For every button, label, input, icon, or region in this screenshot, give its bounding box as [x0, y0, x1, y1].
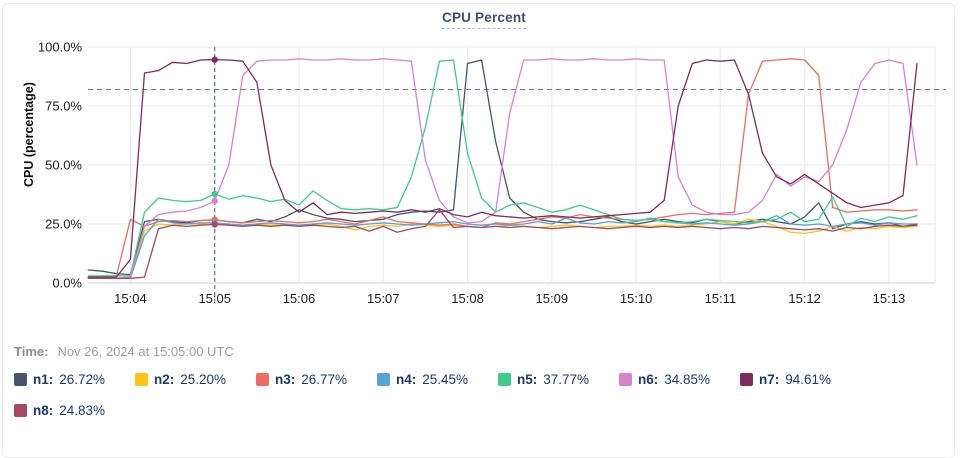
- legend-name-n1: n1:: [33, 372, 54, 387]
- legend-name-n4: n4:: [396, 372, 417, 387]
- legend-swatch-n8: [14, 404, 27, 417]
- chart-card: [2, 3, 955, 458]
- legend-name-n3: n3:: [275, 372, 296, 387]
- legend-item-n1[interactable]: n1: 26.72%: [14, 372, 135, 387]
- time-value: Nov 26, 2024 at 15:05:00 UTC: [57, 344, 234, 359]
- legend-item-n5[interactable]: n5: 37.77%: [498, 372, 619, 387]
- legend-swatch-n6: [619, 373, 632, 386]
- series-line-n2: [87, 218, 918, 279]
- legend-swatch-n1: [14, 373, 27, 386]
- legend-value-n3: 26.77%: [301, 372, 348, 387]
- y-tick-label: 100.0%: [38, 40, 83, 55]
- y-axis-label-text: CPU (percentage): [22, 82, 36, 187]
- legend-name-n5: n5:: [517, 372, 538, 387]
- legend-value-n5: 37.77%: [543, 372, 590, 387]
- x-tick-label: 15:08: [451, 291, 484, 306]
- legend-value-n1: 26.72%: [59, 372, 106, 387]
- legend-item-n6[interactable]: n6: 34.85%: [619, 372, 740, 387]
- chart-title[interactable]: CPU Percent: [442, 10, 526, 29]
- series-line-n7: [87, 59, 918, 278]
- x-tick-label: 15:05: [198, 291, 231, 306]
- time-label: Time:: [14, 344, 49, 359]
- x-tick-label: 15:10: [620, 291, 653, 306]
- legend-item-n7[interactable]: n7: 94.61%: [740, 372, 861, 387]
- x-tick-label: 15:12: [788, 291, 821, 306]
- series-line-n4: [87, 215, 918, 279]
- crosshair-dot-n5: [211, 190, 218, 198]
- y-tick-label: 50.0%: [45, 158, 82, 173]
- x-tick-label: 15:11: [705, 291, 737, 306]
- chart-header: CPU Percent: [0, 9, 968, 29]
- legend-value-n8: 24.83%: [59, 403, 106, 418]
- y-tick-label: 0.0%: [52, 276, 82, 291]
- legend-item-n2[interactable]: n2: 25.20%: [135, 372, 256, 387]
- legend-name-n2: n2:: [154, 372, 175, 387]
- legend-item-n4[interactable]: n4: 25.45%: [377, 372, 498, 387]
- legend-swatch-n7: [740, 373, 753, 386]
- legend-swatch-n3: [256, 373, 269, 386]
- crosshair-dot-n7: [211, 56, 218, 63]
- legend-value-n2: 25.20%: [180, 372, 227, 387]
- legend-name-n7: n7:: [759, 372, 780, 387]
- crosshair-dot-n8: [211, 221, 218, 228]
- y-axis-label: CPU (percentage): [22, 82, 36, 187]
- crosshair-dot-n6: [211, 197, 218, 204]
- legend-name-n6: n6:: [638, 372, 659, 387]
- legend-value-n4: 25.45%: [422, 372, 469, 387]
- legend-row-1: n1: 26.72% n2: 25.20% n3: 26.77% n4: 25.45% n5: 3…: [14, 372, 861, 387]
- x-tick-label: 15:04: [114, 291, 147, 306]
- series-line-n3: [87, 58, 918, 278]
- series-line-n1: [87, 59, 918, 276]
- legend-value-n7: 94.61%: [785, 372, 832, 387]
- x-tick-label: 15:09: [536, 291, 569, 306]
- series-line-n8: [87, 209, 918, 279]
- series-line-n6: [87, 58, 918, 279]
- legend-swatch-n5: [498, 373, 511, 386]
- legend-swatch-n4: [377, 373, 390, 386]
- legend-value-n6: 34.85%: [664, 372, 711, 387]
- x-tick-label: 15:06: [283, 291, 316, 306]
- chart-svg[interactable]: 100.0% 75.0% 50.0% 25.0% 0.0% 15:04 15:05 15:06…: [0, 0, 968, 320]
- legend-name-n8: n8:: [33, 403, 54, 418]
- x-tick-label: 15:13: [873, 291, 906, 306]
- legend-item-n8[interactable]: n8: 24.83%: [14, 403, 135, 418]
- time-row: Time: Nov 26, 2024 at 15:05:00 UTC: [14, 344, 234, 359]
- series-line-n5: [87, 59, 918, 277]
- x-tick-label: 15:07: [367, 291, 400, 306]
- legend-item-n3[interactable]: n3: 26.77%: [256, 372, 377, 387]
- legend-swatch-n2: [135, 373, 148, 386]
- legend-row-2: n8: 24.83%: [14, 403, 135, 418]
- y-tick-label: 75.0%: [45, 99, 82, 114]
- y-tick-label: 25.0%: [45, 217, 82, 232]
